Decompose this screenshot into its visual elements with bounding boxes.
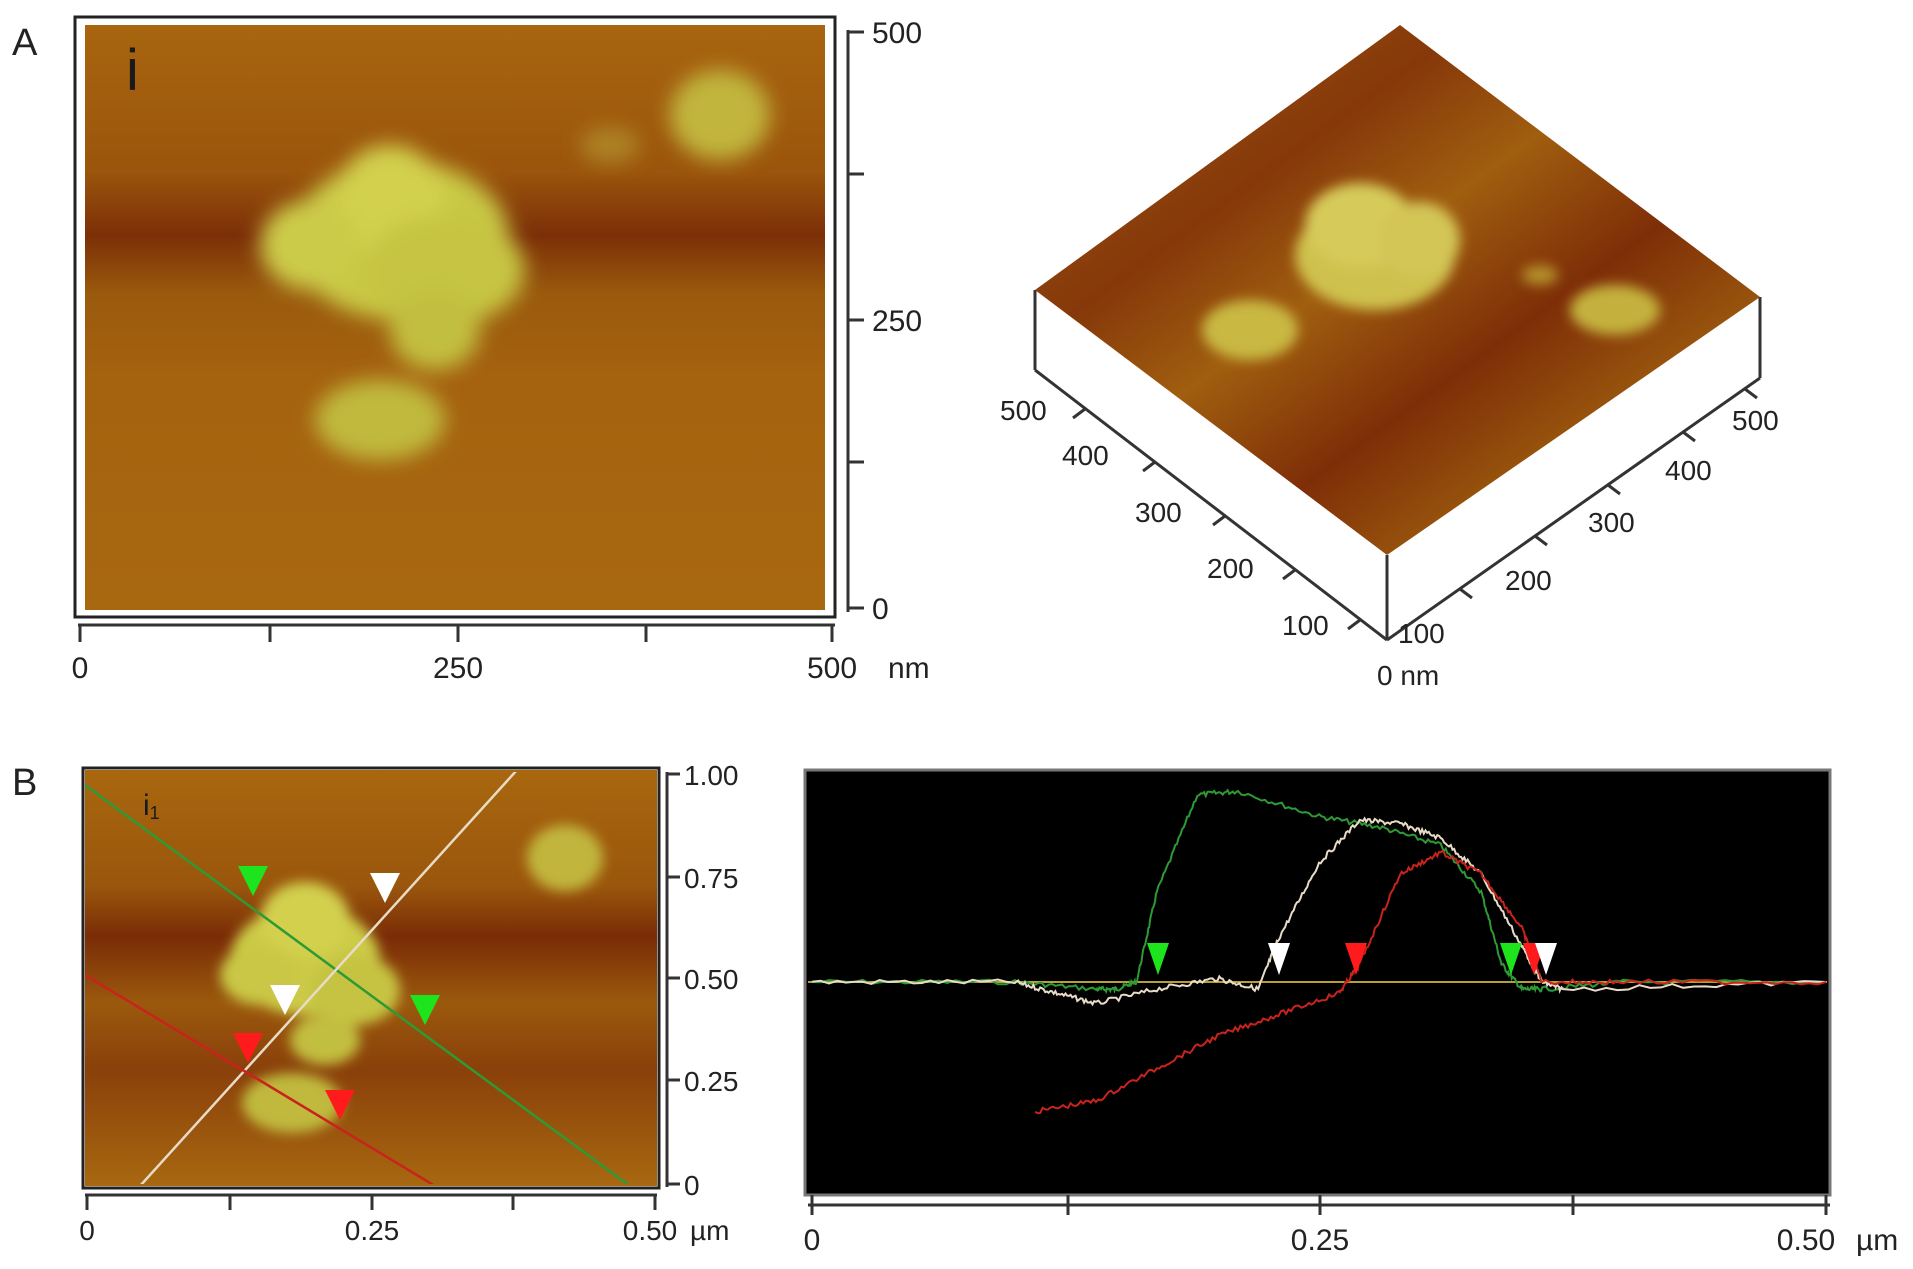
panel-b-afm-map: i1 1.00 0.75 0.50 0.25 0 [79,760,738,1246]
panel-a-3d-right-tick: 500 [1732,405,1779,436]
profile-x-axis [808,1195,1830,1215]
panel-b-x-unit: µm [690,1215,729,1246]
panel-a-3d-surface: 500 400 300 200 100 100 200 300 400 500 … [1000,25,1779,691]
red-marker [233,1033,263,1063]
panel-a-3d-right-tick: 100 [1398,618,1445,649]
panel-a-x-tick: 250 [433,652,483,685]
panel-a-y-axis [846,30,864,612]
panel-a-3d-left-tick: 200 [1207,553,1254,584]
white-section-line [140,772,517,1184]
profile-x-tick: 0.25 [1291,1224,1349,1257]
red-profile-marker [1345,943,1367,975]
green-profile-marker [1500,943,1522,975]
profile-x-tick: 0 [804,1224,821,1257]
panel-b-x-tick: 0 [79,1215,95,1246]
panel-a-x-tick: 0 [72,652,89,685]
white-profile-marker [1268,943,1290,975]
panel-b-y-tick: 0 [684,1170,700,1201]
profile-x-unit: µm [1856,1224,1898,1257]
panel-a-3d-left-tick: 300 [1135,497,1182,528]
profile-markers [1147,943,1557,975]
green-profile-line [811,788,1827,995]
panel-a-label: A [12,22,38,64]
panel-b-inset-label: i1 [143,789,160,823]
panel-b-x-axis [85,1193,657,1210]
panel-b-y-tick: 0.25 [684,1066,739,1097]
green-marker [238,866,268,896]
green-marker [410,995,440,1025]
panel-a-3d-left-axis-ticks [1072,407,1361,631]
red-profile-line [1034,849,1827,1115]
panel-b-x-tick: 0.25 [345,1215,400,1246]
panel-b-label: B [12,762,37,804]
white-marker [270,985,300,1015]
panel-a-y-tick: 500 [872,17,922,50]
panel-a-x-tick: 500 [807,652,857,685]
panel-a-x-axis [78,623,835,642]
panel-a-y-tick: 0 [872,593,889,626]
panel-b-map-frame [81,766,661,1190]
panel-a-inset-label: i [126,38,139,103]
panel-b-y-axis [665,772,680,1187]
panel-a-x-unit: nm [888,652,930,685]
panel-a-3d-right-tick: 300 [1588,507,1635,538]
panel-b-y-tick: 0.50 [684,964,739,995]
panel-b-profile-chart: 0 0.25 0.50 µm [803,768,1898,1257]
panel-a-3d-origin-label: 0 nm [1377,660,1439,691]
panel-a-3d-side-walls [1033,290,1762,642]
green-section-line [85,783,630,1184]
white-marker [370,873,400,903]
panel-a-3d-right-tick: 400 [1665,455,1712,486]
profile-x-tick: 0.50 [1777,1224,1835,1257]
panel-b-map-markers [233,866,440,1120]
panel-b-x-tick: 0.50 [623,1215,678,1246]
panel-a-3d-right-axis-ticks [1459,387,1758,600]
panel-a-3d-left-tick: 500 [1000,395,1047,426]
red-marker [325,1090,355,1120]
panel-a-3d-particles [1202,183,1660,360]
panel-b-y-tick: 0.75 [684,863,739,894]
panel-b-y-tick: 1.00 [684,760,739,791]
panel-b-section-lines [85,772,630,1184]
green-profile-marker [1147,943,1169,975]
white-profile-marker [1535,943,1557,975]
panel-a-3d-left-tick: 400 [1062,440,1109,471]
panel-a-particles [260,70,770,460]
panel-a-y-tick: 250 [872,305,922,338]
red-section-line [85,973,435,1184]
panel-a-3d-left-tick: 100 [1282,610,1329,641]
panel-a-afm-map: i 500 250 0 0 250 500 nm [72,15,930,685]
panel-a-3d-right-tick: 200 [1505,565,1552,596]
